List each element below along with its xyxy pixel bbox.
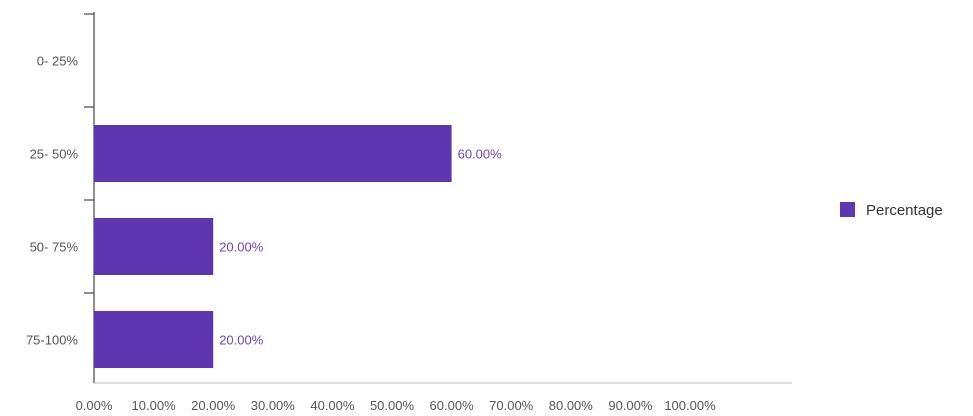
bars: 60.00% 20.00% 20.00% — [94, 125, 502, 368]
x-tick-label: 50.00% — [370, 398, 415, 413]
x-tick-label: 0.00% — [76, 398, 113, 413]
x-tick-label: 10.00% — [132, 398, 177, 413]
x-tick-label: 30.00% — [251, 398, 296, 413]
bar — [94, 125, 452, 182]
y-tick-label: 75-100% — [26, 333, 78, 348]
bar — [94, 311, 214, 368]
data-label: 20.00% — [219, 333, 264, 348]
data-label: 20.00% — [219, 240, 264, 255]
legend-label: Percentage — [866, 202, 943, 219]
x-tick-label: 80.00% — [549, 398, 594, 413]
bar — [94, 218, 214, 275]
x-tick-label: 100.00% — [664, 398, 716, 413]
legend: Percentage — [840, 202, 943, 219]
x-tick-label: 60.00% — [430, 398, 475, 413]
x-tick-label: 20.00% — [191, 398, 236, 413]
y-axis: 0- 25% 25- 50% 50- 75% 75-100% — [26, 12, 95, 383]
x-tick-label: 90.00% — [608, 398, 653, 413]
data-label: 60.00% — [458, 147, 503, 162]
x-tick-label: 40.00% — [310, 398, 355, 413]
x-tick-label: 70.00% — [489, 398, 534, 413]
y-tick-label: 50- 75% — [30, 240, 79, 255]
x-axis: 0.00% 10.00% 20.00% 30.00% 40.00% 50.00% 60.00… — [76, 382, 792, 413]
legend-swatch — [840, 202, 855, 217]
y-tick-label: 0- 25% — [37, 54, 79, 69]
y-tick-label: 25- 50% — [30, 147, 79, 162]
